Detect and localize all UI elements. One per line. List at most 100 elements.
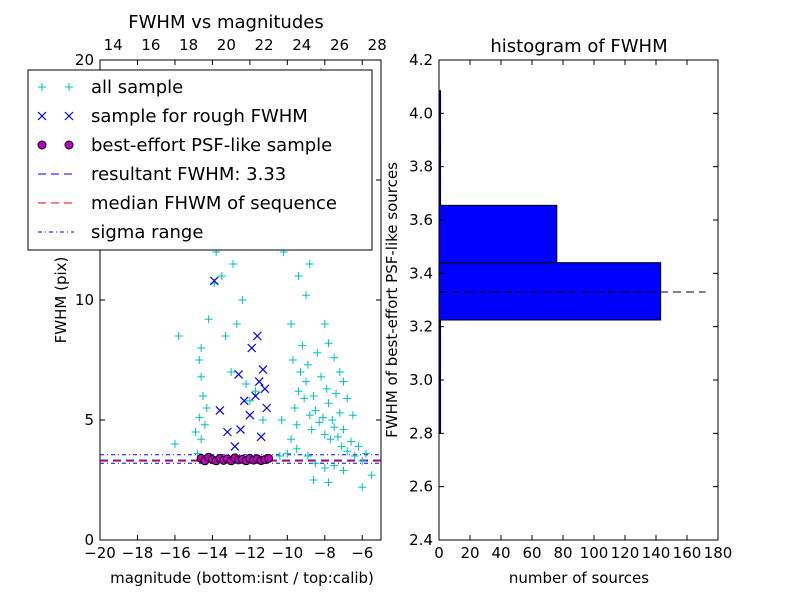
series-0-point: [294, 387, 303, 396]
legend-marker-b: [64, 111, 74, 121]
right-chart-title: histogram of FWHM: [490, 36, 667, 57]
series-0-point: [197, 344, 206, 352]
left-y-axis-label: FWHM (pix): [52, 257, 70, 344]
legend-label: all sample: [91, 77, 183, 98]
series-1-point: [215, 405, 225, 415]
series-0-point: [191, 428, 200, 436]
series-1-point-b: [245, 410, 255, 420]
series-0-point: [283, 449, 292, 458]
right-y-axis-ticks: 2.4 2.6 2.8 3.0 3.2 3.4 3.6 3.8 4.0 4.2: [409, 51, 718, 549]
series-0-point: [199, 392, 208, 400]
left-x-axis-label: magnitude (bottom:isnt / top:calib): [110, 569, 374, 587]
legend-item: resultant FWHM: 3.33: [38, 164, 286, 185]
legend-label: sample for rough FWHM: [91, 106, 308, 127]
series-0-point: [303, 452, 312, 460]
series-0-point: [292, 444, 301, 453]
series-1-point: [222, 427, 232, 437]
legend-items: all sample sample for rough FWHM best-effo…: [37, 77, 337, 243]
series-0-point: [367, 471, 376, 480]
series-0-point: [200, 420, 209, 429]
series-1-point-b: [256, 432, 266, 442]
left-chart-title: FWHM vs magnitudes: [128, 12, 323, 33]
y-tick-label: 2.6: [409, 478, 433, 496]
legend-marker: [65, 83, 73, 91]
series-1-point-b: [236, 425, 245, 435]
series-0-point: [320, 320, 329, 328]
y-tick-label: 5: [84, 411, 94, 429]
series-1-point: [209, 276, 219, 286]
series-1-point: [262, 403, 272, 413]
series-1-point: [234, 369, 244, 379]
histogram-bar: [438, 376, 442, 434]
series-0-point: [311, 406, 320, 415]
series-1-point-b: [222, 427, 232, 437]
series-1-point: [252, 331, 262, 341]
series-0-point: [300, 394, 309, 403]
legend-box: [27, 69, 373, 251]
series-0-point: [309, 392, 318, 400]
left-x-axis-ticks: −20 −18 −16 −14 −12 −10 −8 −6: [84, 60, 373, 562]
series-0-point: [294, 272, 303, 280]
series-1-point: [260, 384, 270, 394]
x-tick-label: −12: [234, 544, 266, 562]
y-tick-label: 0: [84, 531, 94, 549]
legend-label: best-effort PSF-like sample: [91, 135, 332, 156]
series-0-point: [238, 296, 247, 304]
legend-item: sigma range: [38, 222, 203, 243]
x-tick-label: 140: [642, 544, 671, 562]
top-tick-label: 16: [141, 36, 160, 54]
series-0-point: [307, 425, 316, 434]
series-0-point: [322, 384, 331, 393]
series-2-point: [264, 453, 274, 463]
series-0-point: [335, 408, 344, 417]
series-0-point: [348, 411, 357, 420]
series-1-point-b: [215, 405, 225, 415]
series-0-point: [288, 356, 297, 364]
legend-marker: [64, 140, 74, 150]
top-tick-label: 22: [255, 36, 274, 54]
series-0-point: [354, 442, 363, 451]
legend-item: sample for rough FWHM: [37, 106, 308, 127]
legend-marker: [37, 111, 47, 121]
x-tick-label: −10: [272, 544, 304, 562]
series-0-point: [258, 416, 267, 424]
series-0-point: [339, 466, 348, 475]
top-tick-label: 14: [104, 36, 123, 54]
x-tick-label: −20: [84, 544, 116, 562]
series-0-point: [343, 394, 352, 403]
histogram-bar: [438, 147, 442, 206]
series-0-point: [298, 341, 307, 350]
fwhm-histogram-chart: 0 20 40 60 80 100 120 140 160 180 2.4 2.6 2.8 3.0 3.2…: [383, 36, 732, 587]
series-0-point: [229, 260, 238, 268]
series-0-point: [324, 478, 333, 487]
legend-label: sigma range: [91, 222, 203, 243]
legend-item: best-effort PSF-like sample: [37, 135, 332, 156]
histogram-bar: [438, 90, 442, 149]
series-0-point: [347, 437, 356, 446]
legend-marker: [38, 83, 46, 91]
series-1-point-b: [262, 403, 272, 413]
series-0-point: [302, 377, 311, 386]
series-1-point-b: [260, 384, 270, 394]
series-0-point: [320, 464, 329, 472]
x-tick-label: 100: [580, 544, 609, 562]
series-1-point: [256, 432, 266, 442]
x-tick-label: −6: [351, 544, 373, 562]
series-0-point: [315, 418, 324, 427]
series-0-point: [333, 432, 342, 441]
series-0-point: [204, 315, 213, 324]
series-1-point: [254, 377, 264, 387]
series-1-point-b: [254, 377, 264, 387]
legend-label: resultant FWHM: 3.33: [91, 164, 286, 185]
series-0-point: [358, 483, 367, 492]
series-1-point-b: [239, 396, 249, 406]
top-tick-label: 24: [292, 36, 311, 54]
series-0-point: [350, 452, 359, 460]
series-0-point: [326, 435, 335, 444]
series-0-point: [232, 320, 241, 328]
fwhm-vs-magnitude-chart: −20−18−16−14−12−10−8−6 05101520 14161820…: [27, 12, 387, 587]
series-0-point: [337, 442, 346, 451]
series-0-point: [217, 272, 226, 280]
series-0-point: [277, 416, 286, 424]
